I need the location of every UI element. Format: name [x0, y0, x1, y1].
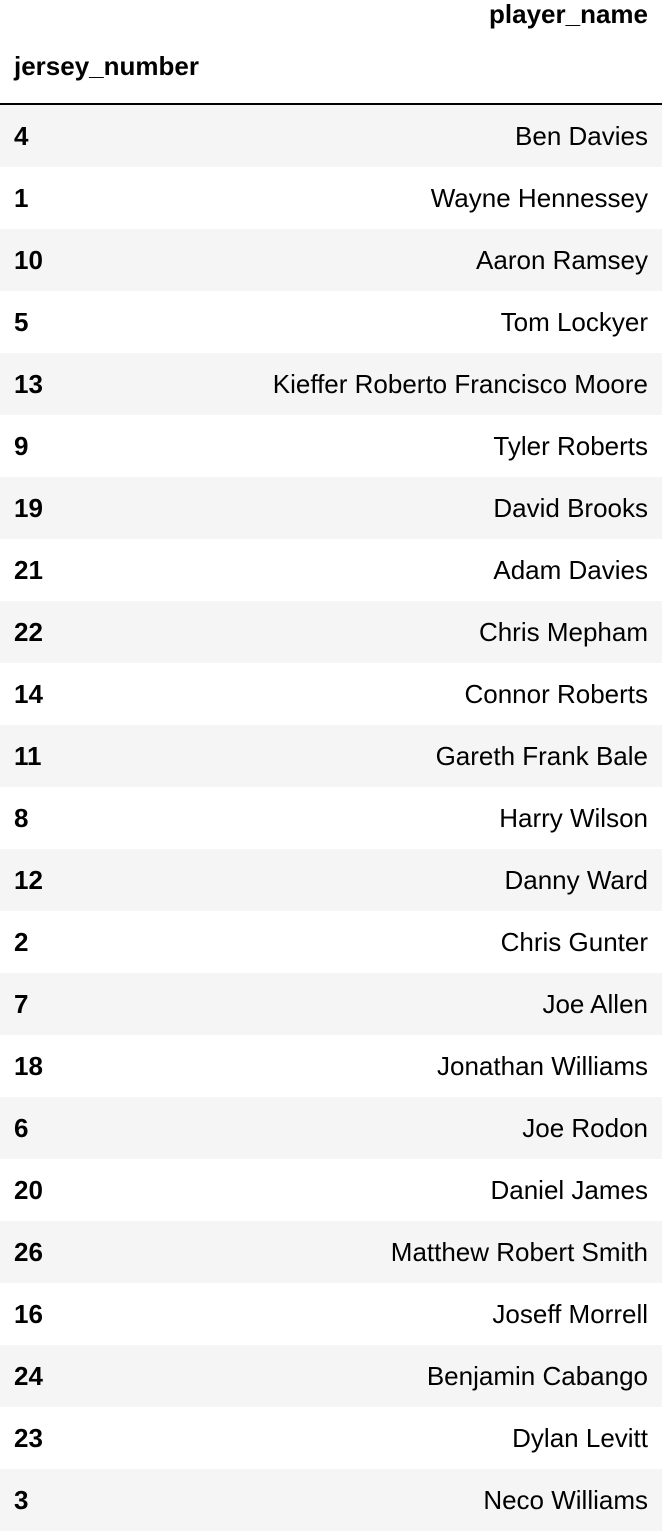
jersey-number-cell: 20: [14, 1175, 43, 1205]
jersey-number-cell: 4: [14, 121, 29, 151]
player-name-cell: Tom Lockyer: [500, 307, 648, 337]
table-row: 22 Chris Mepham: [0, 601, 662, 663]
table-row: 11 Gareth Frank Bale: [0, 725, 662, 787]
table-row: 6 Joe Rodon: [0, 1097, 662, 1159]
jersey-number-cell: 14: [14, 679, 43, 709]
table-header: player_name jersey_number: [0, 0, 662, 105]
table-row: 7 Joe Allen: [0, 973, 662, 1035]
table-row: 14 Connor Roberts: [0, 663, 662, 725]
jersey-number-cell: 1: [14, 183, 29, 213]
header-blank-cell: [0, 0, 200, 29]
table-row: 2 Chris Gunter: [0, 911, 662, 973]
table-body: 4 Ben Davies 1 Wayne Hennessey 10 Aaron Ramse…: [0, 104, 662, 1531]
player-name-cell: Wayne Hennessey: [430, 183, 648, 213]
jersey-number-cell: 3: [14, 1485, 29, 1515]
player-name-cell: Benjamin Cabango: [426, 1361, 648, 1391]
player-name-cell: Danny Ward: [504, 865, 648, 895]
player-name-cell: Ben Davies: [515, 121, 648, 151]
table-row: 8 Harry Wilson: [0, 787, 662, 849]
table-row: 18 Jonathan Williams: [0, 1035, 662, 1097]
table-row: 23 Dylan Levitt: [0, 1407, 662, 1469]
jersey-number-cell: 9: [14, 431, 29, 461]
player-name-cell: Tyler Roberts: [493, 431, 648, 461]
index-header-row: jersey_number: [0, 29, 662, 105]
table-row: 4 Ben Davies: [0, 104, 662, 167]
table-row: 21 Adam Davies: [0, 539, 662, 601]
player-name-cell: Kieffer Roberto Francisco Moore: [272, 369, 648, 399]
player-name-cell: Chris Gunter: [500, 927, 648, 957]
table-row: 12 Danny Ward: [0, 849, 662, 911]
table-row: 16 Joseff Morrell: [0, 1283, 662, 1345]
player-name-cell: Joe Allen: [542, 989, 648, 1019]
index-header-jersey-number: jersey_number: [0, 29, 200, 105]
jersey-number-cell: 11: [14, 741, 42, 771]
table-row: 3 Neco Williams: [0, 1469, 662, 1531]
table-row: 24 Benjamin Cabango: [0, 1345, 662, 1407]
player-name-cell: Daniel James: [490, 1175, 648, 1205]
player-name-cell: Neco Williams: [483, 1485, 648, 1515]
jersey-number-cell: 2: [14, 927, 29, 957]
table-row: 5 Tom Lockyer: [0, 291, 662, 353]
player-name-cell: Jonathan Williams: [437, 1051, 648, 1081]
table-row: 20 Daniel James: [0, 1159, 662, 1221]
jersey-number-cell: 24: [14, 1361, 43, 1391]
jersey-number-cell: 21: [14, 555, 43, 585]
player-name-cell: Gareth Frank Bale: [435, 741, 648, 771]
jersey-number-cell: 23: [14, 1423, 43, 1453]
table-row: 10 Aaron Ramsey: [0, 229, 662, 291]
jersey-number-cell: 6: [14, 1113, 29, 1143]
jersey-number-cell: 18: [14, 1051, 43, 1081]
table-row: 9 Tyler Roberts: [0, 415, 662, 477]
table-row: 26 Matthew Robert Smith: [0, 1221, 662, 1283]
player-name-cell: Dylan Levitt: [512, 1423, 648, 1453]
player-name-cell: David Brooks: [493, 493, 648, 523]
jersey-number-cell: 26: [14, 1237, 43, 1267]
player-name-cell: Matthew Robert Smith: [390, 1237, 648, 1267]
index-header-blank-cell: [200, 29, 662, 105]
player-name-cell: Harry Wilson: [499, 803, 648, 833]
jersey-number-cell: 19: [14, 493, 43, 523]
table-row: 1 Wayne Hennessey: [0, 167, 662, 229]
jersey-number-cell: 16: [14, 1299, 43, 1329]
jersey-number-cell: 22: [14, 617, 43, 647]
jersey-number-cell: 7: [14, 989, 29, 1019]
player-name-cell: Joseff Morrell: [492, 1299, 648, 1329]
column-header-row: player_name: [0, 0, 662, 29]
player-name-cell: Connor Roberts: [464, 679, 648, 709]
jersey-number-cell: 5: [14, 307, 29, 337]
player-name-cell: Adam Davies: [493, 555, 648, 585]
table-row: 13 Kieffer Roberto Francisco Moore: [0, 353, 662, 415]
jersey-number-cell: 12: [14, 865, 43, 895]
table-row: 19 David Brooks: [0, 477, 662, 539]
jersey-number-cell: 10: [14, 245, 43, 275]
player-name-cell: Joe Rodon: [522, 1113, 648, 1143]
column-header-player-name: player_name: [489, 0, 648, 29]
jersey-number-cell: 8: [14, 803, 29, 833]
player-name-cell: Chris Mepham: [478, 617, 648, 647]
player-name-cell: Aaron Ramsey: [476, 245, 648, 275]
jersey-number-cell: 13: [14, 369, 43, 399]
